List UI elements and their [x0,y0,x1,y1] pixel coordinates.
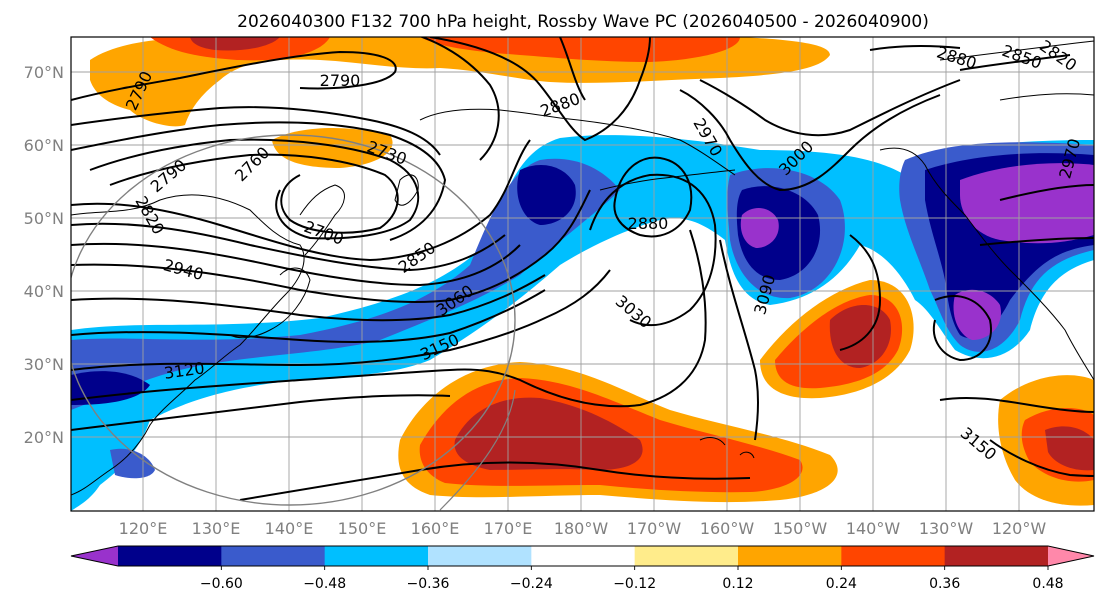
lat-label: 40°N [24,282,64,301]
colorbar-segment [944,546,1049,566]
colorbar: −0.60 −0.48 −0.36 −0.24 −0.12 0.12 0.24 0.36 0.4… [70,545,1095,592]
height-contours [71,37,1094,501]
lon-label: 120°W [992,519,1047,538]
colorbar-segment [531,546,636,566]
colorbar-tick-label: −0.36 [407,576,450,592]
lat-label: 70°N [24,63,64,82]
colorbar-extend-low [71,546,118,566]
lat-label: 60°N [24,136,64,155]
lon-label: 130°E [192,519,241,538]
negative-anomaly-shading [71,135,1094,511]
colorbar-tick-label: 0.36 [929,576,960,592]
lon-label: 170°E [484,519,533,538]
colorbar-segment [428,546,532,566]
colorbar-tick-label: −0.48 [303,576,346,592]
colorbar-segment [221,546,326,566]
lat-label: 50°N [24,209,64,228]
colorbar-segment [118,546,222,566]
lon-label: 180°W [554,519,609,538]
lon-label: 130°W [919,519,974,538]
map-frame [70,36,1095,512]
colorbar-segment [634,546,739,566]
contour-label: 2880 [628,214,669,233]
lat-label: 20°N [24,428,64,447]
contour-label: 2790 [320,71,361,90]
colorbar-tick-label: −0.24 [510,576,553,592]
colorbar-segment [841,546,946,566]
colorbar-extend-high [1048,546,1094,566]
lon-label: 150°E [338,519,387,538]
colorbar-tick-label: −0.60 [200,576,243,592]
lon-label: 140°E [265,519,314,538]
lon-label: 170°W [627,519,682,538]
lon-labels: 120°E 130°E 140°E 150°E 160°E 170°E 180°… [119,519,1047,538]
colorbar-tick-label: 0.24 [826,576,857,592]
lon-label: 160°E [411,519,460,538]
lon-label: 150°W [773,519,828,538]
colorbar-tick-label: 0.48 [1032,576,1063,592]
lat-labels: 70°N 60°N 50°N 40°N 30°N 20°N [24,63,64,447]
chart-title: 2026040300 F132 700 hPa height, Rossby W… [237,12,929,32]
colorbar-segment [324,546,429,566]
lon-label: 140°W [846,519,901,538]
colorbar-segment [738,546,842,566]
colorbar-outline [70,545,1095,567]
lon-label: 160°W [700,519,755,538]
lon-label: 120°E [119,519,168,538]
lat-label: 30°N [24,355,64,374]
positive-anomaly-shading [90,37,1094,506]
reference-ellipse [71,134,516,506]
colorbar-tick-label: 0.12 [722,576,753,592]
colorbar-tick-label: −0.12 [613,576,656,592]
map-panel: 2790 2790 2790 2760 2730 2700 2820 2940 … [70,36,1095,512]
